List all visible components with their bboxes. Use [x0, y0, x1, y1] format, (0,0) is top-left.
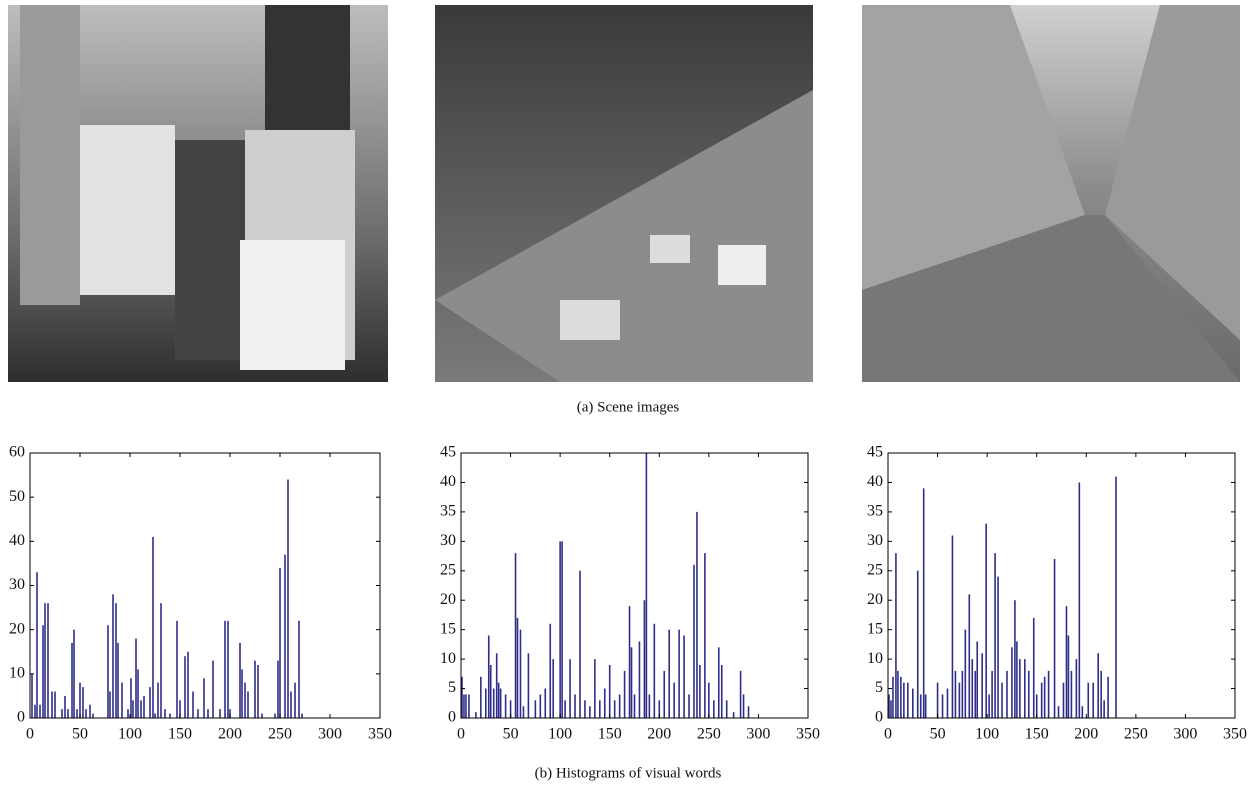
x-tick-label: 300: [746, 726, 770, 743]
y-tick-label: 15: [867, 620, 883, 637]
figure: (a) Scene images (b) Histograms of visua…: [0, 0, 1256, 793]
y-tick-label: 35: [440, 503, 456, 520]
y-tick-label: 45: [440, 444, 456, 461]
x-tick-label: 250: [1124, 726, 1148, 743]
scene-image: [435, 5, 813, 382]
x-tick-label: 0: [884, 726, 892, 743]
y-tick-label: 25: [440, 561, 456, 578]
y-tick-label: 40: [9, 532, 25, 549]
x-tick-label: 200: [1074, 726, 1098, 743]
x-tick-label: 100: [118, 726, 142, 743]
x-tick-label: 50: [503, 726, 519, 743]
y-tick-label: 0: [448, 709, 456, 726]
x-tick-label: 50: [72, 726, 88, 743]
x-tick-label: 150: [598, 726, 622, 743]
y-tick-label: 40: [440, 473, 456, 490]
axes-frame: [461, 453, 808, 718]
x-tick-label: 100: [975, 726, 999, 743]
scene-image: [8, 5, 388, 382]
y-tick-label: 40: [867, 473, 883, 490]
x-tick-label: 200: [218, 726, 242, 743]
caption: (b) Histograms of visual words: [535, 765, 722, 781]
x-tick-label: 150: [1025, 726, 1049, 743]
y-tick-label: 60: [9, 444, 25, 461]
x-tick-label: 350: [796, 726, 820, 743]
y-tick-label: 10: [867, 650, 883, 667]
y-tick-label: 30: [9, 576, 25, 593]
y-tick-label: 25: [867, 561, 883, 578]
x-tick-label: 250: [697, 726, 721, 743]
y-tick-label: 30: [440, 532, 456, 549]
y-tick-label: 30: [867, 532, 883, 549]
y-tick-label: 10: [440, 650, 456, 667]
x-tick-label: 300: [318, 726, 342, 743]
x-tick-label: 200: [647, 726, 671, 743]
axes-frame: [888, 453, 1235, 718]
y-tick-label: 10: [9, 665, 25, 682]
axes-frame: [30, 453, 380, 718]
x-tick-label: 150: [168, 726, 192, 743]
x-tick-label: 300: [1173, 726, 1197, 743]
y-tick-label: 5: [875, 679, 883, 696]
x-tick-label: 250: [268, 726, 292, 743]
x-tick-label: 350: [368, 726, 392, 743]
y-tick-label: 45: [867, 444, 883, 461]
y-tick-label: 0: [17, 709, 25, 726]
y-tick-label: 20: [9, 620, 25, 637]
y-tick-label: 20: [867, 591, 883, 608]
x-tick-label: 50: [930, 726, 946, 743]
y-tick-label: 15: [440, 620, 456, 637]
x-tick-label: 100: [548, 726, 572, 743]
y-tick-label: 0: [875, 709, 883, 726]
x-tick-label: 0: [457, 726, 465, 743]
x-tick-label: 350: [1223, 726, 1247, 743]
y-tick-label: 35: [867, 503, 883, 520]
caption: (a) Scene images: [577, 399, 680, 415]
page: {"captions": ["(a) Scene images", "(b) H…: [0, 0, 1256, 798]
y-tick-label: 20: [440, 591, 456, 608]
y-tick-label: 50: [9, 488, 25, 505]
scene-image: [862, 5, 1240, 382]
x-tick-label: 0: [26, 726, 34, 743]
y-tick-label: 5: [448, 679, 456, 696]
